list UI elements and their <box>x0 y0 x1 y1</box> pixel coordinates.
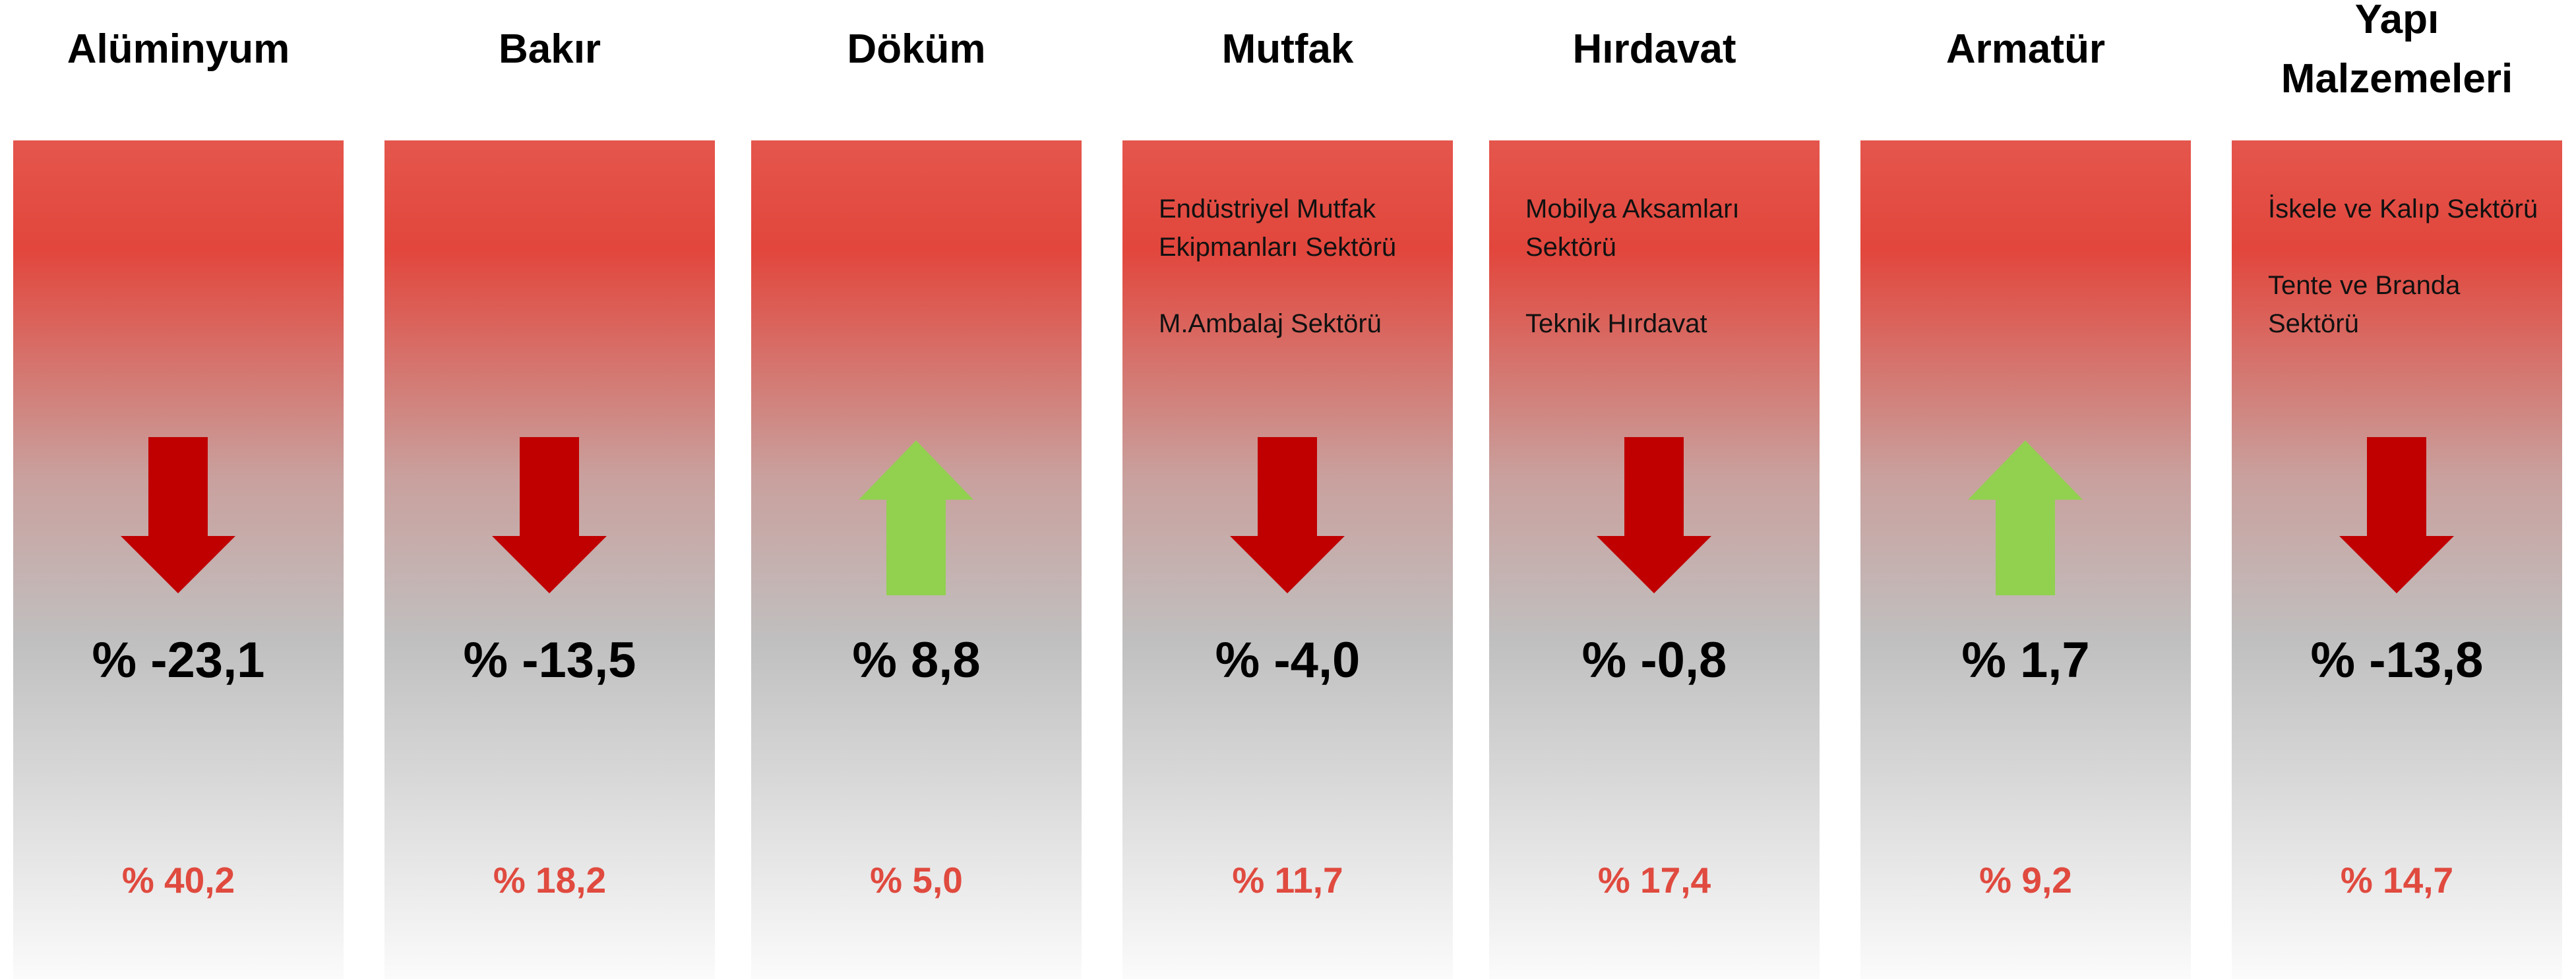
change-value: % -13,8 <box>2310 632 2484 688</box>
sector-column: Döküm % 8,8 % 5,0 <box>751 0 1082 979</box>
down-arrow <box>2339 437 2454 593</box>
sector-column: Mutfak Endüstriyel Mutfak Ekipmanları Sek… <box>1122 0 1453 979</box>
change-value: % -0,8 <box>1581 632 1727 688</box>
sector-column: Bakır % -13,5 % 18,2 <box>384 0 715 979</box>
sector-note: Teknik Hırdavat <box>1525 309 1707 338</box>
sector-note: Mobilya Aksamları Sektörü <box>1525 194 1740 262</box>
sector-note: Tente ve Branda Sektörü <box>2268 271 2461 338</box>
share-value: % 11,7 <box>1232 860 1343 901</box>
change-value: % 1,7 <box>1961 632 2090 688</box>
sector-title-text: Mutfak <box>1221 26 1354 72</box>
arrow-shape <box>1230 437 1345 593</box>
share-value: % 14,7 <box>2340 860 2454 901</box>
down-arrow <box>1597 437 1711 593</box>
sector-title: Bakır <box>365 0 735 99</box>
down-arrow <box>1230 437 1345 593</box>
sector-notes: İskele ve Kalıp Sektörü Tente ve Branda S… <box>2268 190 2545 381</box>
sector-panel: % 1,7 % 9,2 <box>1860 140 2191 979</box>
arrow-shape <box>859 440 973 595</box>
sector-title-text: Hırdavat <box>1572 26 1736 72</box>
sector-title-text: Yapı Malzemeleri <box>2281 0 2513 102</box>
sector-note: İskele ve Kalıp Sektörü <box>2268 194 2538 223</box>
arrow-shape <box>121 437 235 593</box>
sector-column: Armatür % 1,7 % 9,2 <box>1860 0 2191 979</box>
sector-title: Yapı Malzemeleri <box>2212 0 2576 102</box>
sector-panel: İskele ve Kalıp Sektörü Tente ve Branda S… <box>2232 140 2562 979</box>
sector-column: Alüminyum % -23,1 % 40,2 <box>13 0 344 979</box>
share-value: % 40,2 <box>121 860 235 901</box>
sector-panel: % -13,5 % 18,2 <box>384 140 715 979</box>
arrow-shape <box>1597 437 1711 593</box>
down-arrow <box>492 437 607 593</box>
share-value: % 18,2 <box>493 860 607 901</box>
share-value: % 17,4 <box>1597 860 1711 901</box>
down-arrow <box>121 437 235 593</box>
sector-title: Hırdavat <box>1469 0 1839 99</box>
sector-column: Yapı Malzemeleri İskele ve Kalıp Sektörü T… <box>2232 0 2562 979</box>
change-value: % -23,1 <box>92 632 265 688</box>
sector-panel: % -23,1 % 40,2 <box>13 140 344 979</box>
sector-title-text: Armatür <box>1946 26 2106 72</box>
change-value: % -13,5 <box>463 632 636 688</box>
sector-title: Alüminyum <box>0 0 363 99</box>
sector-panel: Endüstriyel Mutfak Ekipmanları Sektörü M.… <box>1122 140 1453 979</box>
sector-panel: Mobilya Aksamları Sektörü Teknik Hırdavat… <box>1489 140 1820 979</box>
sector-title-text: Bakır <box>498 26 601 72</box>
sector-title: Armatür <box>1841 0 2211 99</box>
change-value: % -4,0 <box>1215 632 1361 688</box>
sector-title-text: Alüminyum <box>67 26 290 72</box>
up-arrow <box>1968 440 2083 595</box>
sector-notes: Mobilya Aksamları Sektörü Teknik Hırdavat <box>1525 190 1802 381</box>
sector-title-text: Döküm <box>847 26 986 72</box>
up-arrow <box>859 440 973 595</box>
change-value: % 8,8 <box>852 632 981 688</box>
sector-panel: % 8,8 % 5,0 <box>751 140 1082 979</box>
sector-note: M.Ambalaj Sektörü <box>1159 309 1382 338</box>
sector-title: Döküm <box>731 0 1101 99</box>
sector-title: Mutfak <box>1103 0 1473 99</box>
sector-note: Endüstriyel Mutfak Ekipmanları Sektörü <box>1159 194 1397 262</box>
arrow-shape <box>2339 437 2454 593</box>
sector-column: Hırdavat Mobilya Aksamları Sektörü Teknik … <box>1489 0 1820 979</box>
share-value: % 9,2 <box>1979 860 2072 901</box>
sector-notes: Endüstriyel Mutfak Ekipmanları Sektörü M.… <box>1159 190 1436 381</box>
arrow-shape <box>1968 440 2083 595</box>
arrow-shape <box>492 437 607 593</box>
share-value: % 5,0 <box>870 860 963 901</box>
